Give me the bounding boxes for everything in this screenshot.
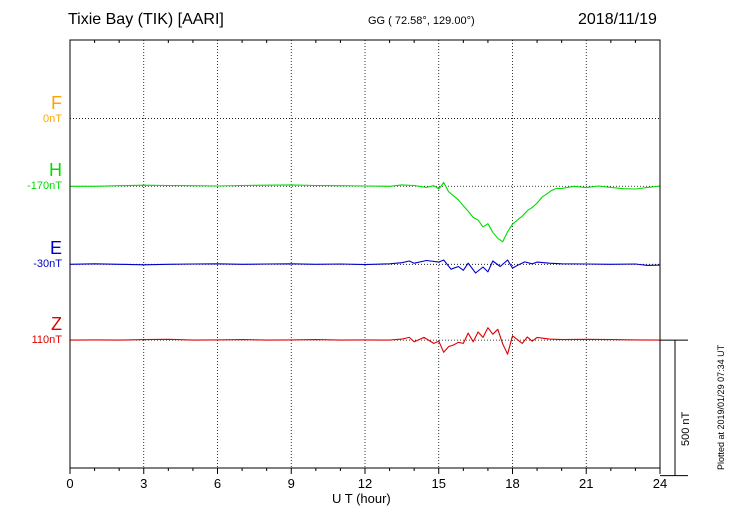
channel-offset: -30nT	[33, 258, 62, 271]
x-tick-label: 18	[505, 476, 519, 491]
x-tick-label: 3	[140, 476, 147, 491]
x-tick-label: 9	[288, 476, 295, 491]
x-tick-label: 0	[66, 476, 73, 491]
channel-label-h: H -170nT	[2, 160, 62, 193]
channel-label-e: E -30nT	[2, 238, 62, 271]
x-tick-label: 15	[432, 476, 446, 491]
channel-label-z: Z 110nT	[2, 314, 62, 347]
x-tick-label: 12	[358, 476, 372, 491]
grid-lines	[143, 40, 587, 468]
x-axis-label: U T (hour)	[332, 491, 391, 506]
station-title: Tixie Bay (TIK) [AARI]	[68, 11, 224, 28]
series-line-h	[70, 181, 661, 243]
channel-name: F	[51, 92, 62, 113]
plot-date: 2018/11/19	[578, 11, 657, 28]
scale-bar	[660, 339, 688, 477]
plotted-at-note: Plotted at 2019/01/29 07:34 UT	[716, 344, 726, 470]
channel-offset: -170nT	[27, 180, 62, 193]
station-coordinates: GG ( 72.58°, 129.00°)	[368, 15, 475, 27]
channel-name: Z	[51, 314, 62, 335]
channel-name: H	[49, 160, 62, 181]
channel-offset: 110nT	[31, 334, 62, 347]
channel-name: E	[49, 238, 62, 259]
x-tick-label: 24	[653, 476, 667, 491]
x-tick-label: 21	[579, 476, 593, 491]
series-line-z	[69, 327, 661, 355]
series-layer	[69, 181, 661, 355]
x-tick-label: 6	[214, 476, 221, 491]
series-line-e	[69, 259, 661, 274]
axis-ticks: 0 3 6 9 12 15 18 21 24	[66, 40, 667, 491]
channel-offset: 0nT	[43, 112, 62, 125]
channel-label-f: F 0nT	[2, 93, 62, 126]
scale-bar-label: 500 nT	[680, 411, 692, 446]
